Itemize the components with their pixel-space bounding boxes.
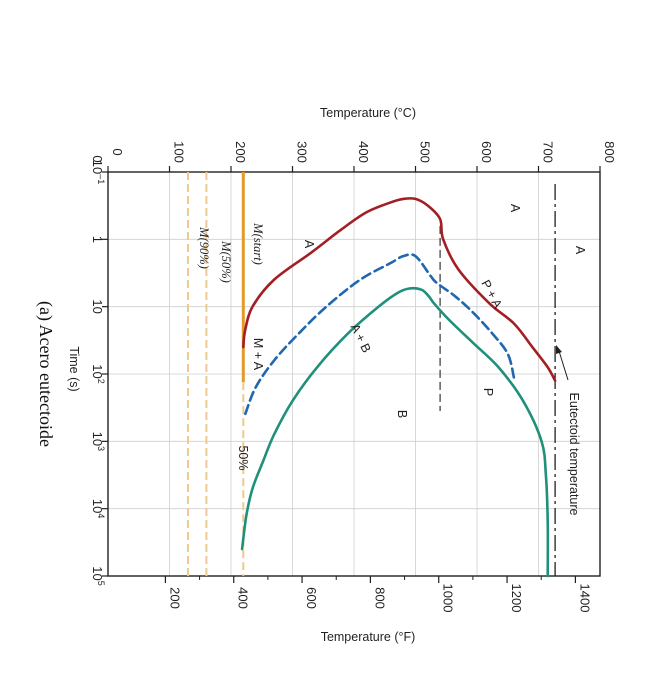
tick-label-fahrenheit: 1200 <box>509 584 524 613</box>
tick-label-fahrenheit: 200 <box>167 587 182 609</box>
tick-label-celsius: 600 <box>479 141 494 163</box>
curve-start <box>242 196 557 383</box>
tick-label-fahrenheit: 1400 <box>577 584 592 613</box>
curve-50% <box>243 253 516 416</box>
tick-label-celsius: 200 <box>233 141 248 163</box>
tick-label-celsius: 100 <box>172 141 187 163</box>
label-p-plus-a: P + A <box>478 278 505 312</box>
label-mstart: M(start) <box>251 222 265 265</box>
tick-label-celsius: 400 <box>356 141 371 163</box>
tick-label-fahrenheit: 400 <box>236 587 251 609</box>
label-bainite: B <box>395 410 409 418</box>
label-m90: M(90%) <box>197 226 211 269</box>
tick-label-time: 10 <box>90 299 105 313</box>
label-fifty-percent: 50% <box>236 445 250 470</box>
eutectoid-arrowhead <box>556 345 562 354</box>
tick-label-time: 1 <box>90 236 105 243</box>
tick-label-time: 103 <box>90 432 106 451</box>
tick-label-celsius: 500 <box>418 141 433 163</box>
tick-label-fahrenheit: 800 <box>372 587 387 609</box>
label-m-plus-a: M + A <box>251 338 265 371</box>
y-axis-title-celsius: Temperature (°C) <box>320 106 416 120</box>
x-axis-title: Time (s) <box>67 346 81 391</box>
tick-label-time: 105 <box>90 566 106 585</box>
y-axis-title-fahrenheit: Temperature (°F) <box>321 630 416 644</box>
label-eutectoid-temperature: Eutectoid temperature <box>567 393 581 516</box>
eutectoid-arrow <box>558 350 569 381</box>
figure-caption: (a) Acero eutectoide <box>35 301 56 447</box>
tick-label-fahrenheit: 1000 <box>441 584 456 613</box>
chart-labels: Temperature (°C) Temperature (°F) Time (… <box>35 106 416 644</box>
tick-label-celsius: 800 <box>602 141 617 163</box>
curve-end <box>240 286 550 578</box>
label-austenite-mid: A <box>302 240 316 249</box>
label-pearlite: P <box>481 388 495 396</box>
tick-label-time: 10–1 <box>90 160 106 184</box>
label-a-plus-b: A + B <box>348 322 374 355</box>
label-austenite-top: A <box>573 246 587 255</box>
tick-label-celsius: 300 <box>295 141 310 163</box>
tick-label-time: 102 <box>90 364 106 383</box>
tick-label-celsius: 700 <box>541 141 556 163</box>
label-m50: M(50%) <box>219 240 233 283</box>
tick-label-celsius-origin: 0 <box>90 155 105 162</box>
tick-label-time: 104 <box>90 499 106 518</box>
tick-label-fahrenheit: 600 <box>304 587 319 609</box>
tick-label-celsius: 0 <box>110 148 125 155</box>
label-austenite-upper: A <box>508 204 522 213</box>
